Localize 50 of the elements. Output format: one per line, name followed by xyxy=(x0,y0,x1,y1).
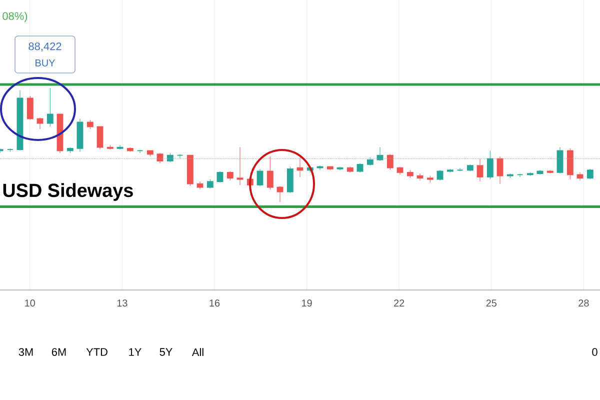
candlestick xyxy=(226,171,234,181)
candlestick xyxy=(556,147,564,174)
candlestick xyxy=(296,157,304,178)
text: All xyxy=(192,348,204,356)
x-tick-label: 28 xyxy=(578,300,589,307)
text: 0 xyxy=(592,348,598,356)
candlestick xyxy=(566,148,574,180)
candlestick xyxy=(96,126,104,150)
candlestick xyxy=(216,171,224,183)
candlestick xyxy=(286,166,294,194)
candlestick xyxy=(436,170,444,181)
candlestick xyxy=(116,144,124,150)
candlestick xyxy=(586,168,594,180)
candlestick xyxy=(36,117,44,130)
candlestick xyxy=(166,152,174,162)
candlestick xyxy=(86,120,94,130)
candlestick xyxy=(476,158,484,182)
x-tick-label: 22 xyxy=(394,300,404,306)
candlestick xyxy=(266,156,274,190)
candlestick xyxy=(176,154,184,159)
text: 08%) xyxy=(2,12,28,22)
text: 6M xyxy=(52,348,66,356)
candlestick xyxy=(456,168,464,172)
x-tick-label: 10 xyxy=(25,300,35,307)
x-tick-label: 13 xyxy=(117,300,128,307)
annotation: USD Sideways xyxy=(3,183,133,201)
candlestick xyxy=(356,163,364,173)
text: 88,422 xyxy=(28,42,62,52)
candlestick xyxy=(136,149,144,154)
candlestick xyxy=(206,179,214,189)
text: 1Y xyxy=(129,348,142,356)
candlestick xyxy=(416,173,424,181)
candlestick xyxy=(26,96,34,120)
candlestick xyxy=(276,186,284,202)
x-tick-label: 25 xyxy=(486,300,497,307)
candlestick xyxy=(386,154,394,170)
candlestick xyxy=(486,150,494,180)
candlestick xyxy=(156,152,164,164)
x-tick-label: 16 xyxy=(210,300,220,307)
candlestick xyxy=(256,168,264,186)
candlestick xyxy=(376,147,384,162)
candlestick xyxy=(46,88,54,127)
candlestick xyxy=(516,173,524,178)
text: 5Y xyxy=(160,348,172,356)
candlestick xyxy=(496,156,504,184)
x-tick-label: 19 xyxy=(302,300,312,307)
candlestick xyxy=(236,147,244,186)
text: YTD xyxy=(86,348,108,356)
text: BUY xyxy=(36,60,56,66)
text: 3M xyxy=(18,348,33,356)
